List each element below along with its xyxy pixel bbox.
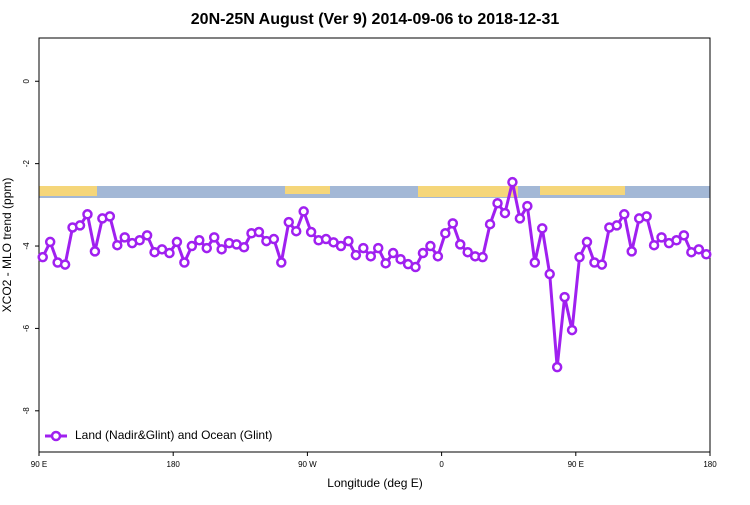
chart-title: 20N-25N August (Ver 9) 2014-09-06 to 201… <box>191 11 560 28</box>
data-point <box>454 239 466 250</box>
data-point <box>112 239 123 251</box>
data-point <box>350 249 362 261</box>
data-point <box>551 361 563 373</box>
data-point <box>335 240 347 252</box>
data-point <box>276 257 287 268</box>
data-point <box>380 258 391 269</box>
data-point <box>208 232 220 243</box>
x-tick-label: 90 E <box>31 460 47 469</box>
data-point <box>74 220 86 231</box>
y-axis-label: XCO2 - MLO trend (ppm) <box>0 178 14 313</box>
data-point <box>201 242 212 254</box>
x-tick-label: 90 E <box>568 460 584 469</box>
data-point <box>477 251 488 263</box>
x-tick-label: 0 <box>439 460 444 469</box>
data-point <box>626 246 637 257</box>
data-point <box>492 197 503 209</box>
data-point <box>581 236 593 248</box>
data-point <box>648 239 660 251</box>
data-point <box>425 240 436 252</box>
legend-label: Land (Nadir&Glint) and Ocean (Glint) <box>75 428 272 442</box>
data-point <box>305 226 317 238</box>
data-point <box>164 247 175 259</box>
plot-frame <box>38 37 711 453</box>
data-point <box>37 251 48 263</box>
data-point <box>290 225 302 237</box>
y-tick-label: -4 <box>22 242 31 250</box>
data-point <box>574 251 585 263</box>
data-point <box>507 176 518 188</box>
data-point <box>82 209 93 220</box>
data-point <box>134 235 145 246</box>
data-point <box>365 251 377 262</box>
x-tick-label: 90 W <box>298 460 317 469</box>
data-point <box>179 257 190 268</box>
data-point <box>701 249 712 260</box>
data-point <box>194 235 205 246</box>
data-point <box>44 236 56 248</box>
x-axis-label: Longitude (deg E) <box>327 476 422 490</box>
y-tick-label: -2 <box>22 160 31 168</box>
data-point <box>343 235 354 247</box>
data-point <box>432 251 444 262</box>
data-point <box>447 218 459 229</box>
data-point <box>298 206 309 217</box>
data-point <box>119 232 130 243</box>
data-point <box>522 200 533 212</box>
legend-marker <box>50 430 62 442</box>
data-point <box>141 230 153 241</box>
data-point <box>358 242 369 254</box>
data-point <box>619 209 630 220</box>
data-point <box>186 240 198 252</box>
data-point <box>484 218 496 230</box>
data-point <box>89 246 101 257</box>
data-point <box>59 259 71 270</box>
x-tick-label: 180 <box>167 460 181 469</box>
data-point <box>544 268 555 280</box>
data-point <box>693 244 705 255</box>
data-point <box>104 211 116 222</box>
data-point <box>372 242 384 254</box>
data-point <box>596 259 608 270</box>
data-point <box>283 216 295 228</box>
data-point <box>566 324 578 336</box>
data-point <box>671 235 682 246</box>
data-point <box>499 207 511 219</box>
data-point <box>238 242 250 253</box>
y-tick-label: 0 <box>22 78 31 83</box>
data-point <box>559 291 570 303</box>
data-point <box>216 244 227 255</box>
data-point <box>611 220 623 231</box>
data-point <box>253 226 265 238</box>
data-point <box>387 247 399 259</box>
data-point <box>440 228 451 239</box>
data-point <box>529 257 541 268</box>
data-point <box>656 232 667 243</box>
series-line <box>41 181 708 368</box>
data-point <box>268 233 280 245</box>
map-strip <box>39 186 710 198</box>
data-point <box>514 213 526 224</box>
data-point <box>678 230 690 241</box>
data-point <box>410 261 421 273</box>
data-point <box>171 236 183 248</box>
data-point <box>641 211 652 222</box>
y-tick-label: -8 <box>22 407 31 415</box>
data-point <box>537 223 548 234</box>
data-point <box>395 253 406 265</box>
y-tick-label: -6 <box>22 324 31 332</box>
x-tick-label: 180 <box>703 460 717 469</box>
data-point <box>417 247 429 259</box>
data-point <box>462 246 473 258</box>
